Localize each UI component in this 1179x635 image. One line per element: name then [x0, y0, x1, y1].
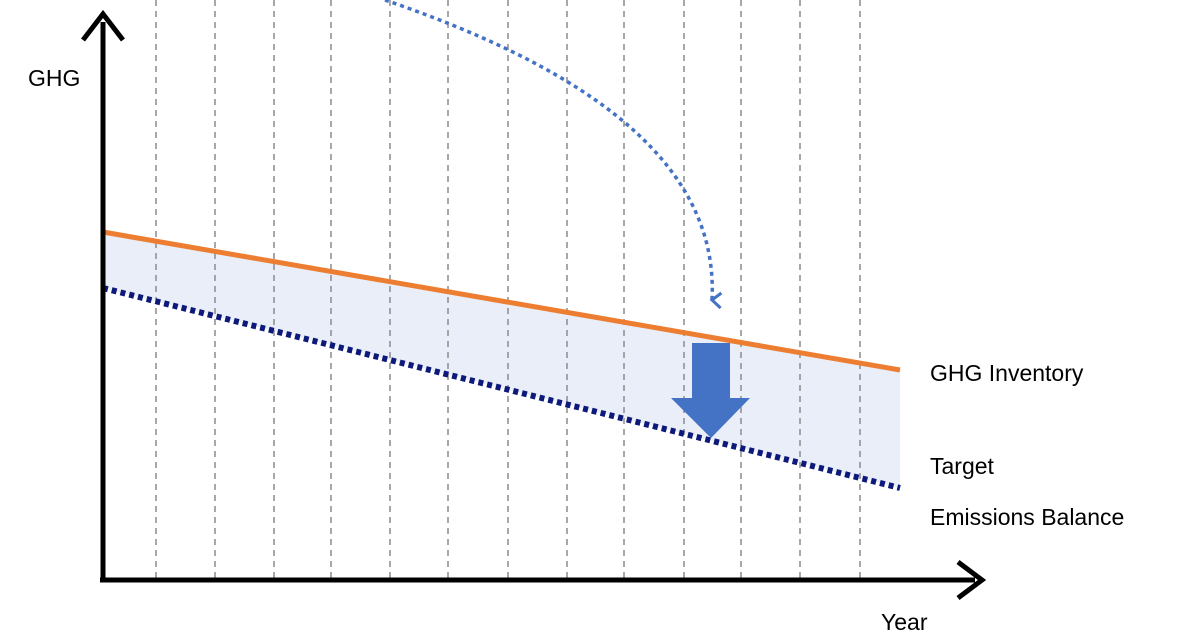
target-emissions-balance-line — [102, 285, 901, 491]
y-axis-label: GHG — [28, 65, 80, 91]
target-label-line2: Emissions Balance — [930, 504, 1124, 530]
y-axis-arrowhead-icon — [81, 9, 125, 42]
reduction-gap-band — [103, 232, 900, 488]
target-label-line1: Target — [930, 453, 995, 479]
axes — [81, 9, 987, 600]
x-axis-arrowhead-icon — [956, 560, 987, 600]
reduction-down-arrow — [671, 343, 750, 438]
curved-dotted-pointer-arrow — [384, 0, 723, 310]
ghg-inventory-line — [102, 229, 901, 373]
ghg-inventory-label: GHG Inventory — [930, 360, 1084, 386]
x-axis-label: Year — [881, 609, 928, 635]
